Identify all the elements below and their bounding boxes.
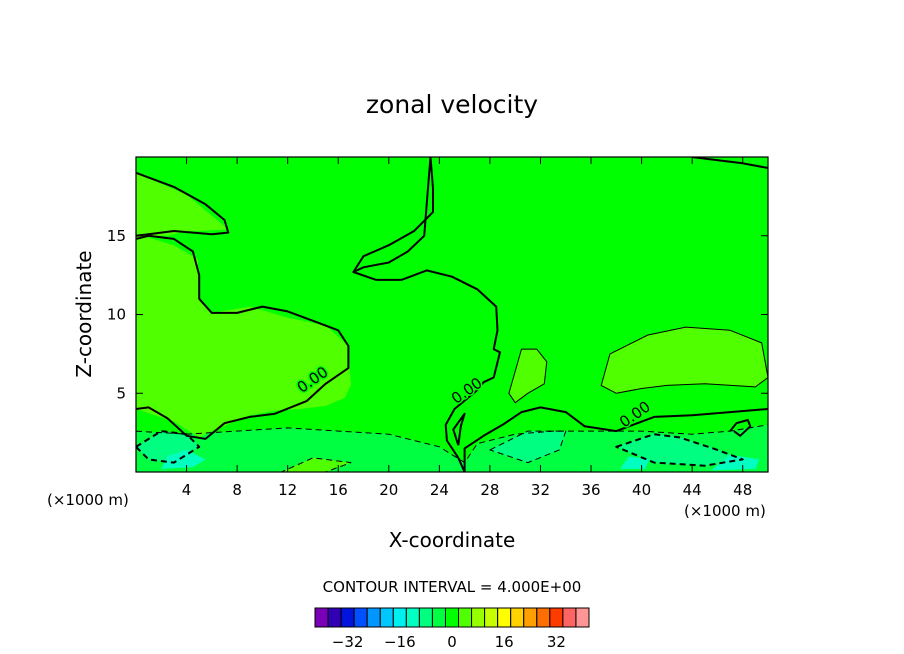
field-region-10 <box>281 457 351 472</box>
colorbar-tick-label-0: −32 <box>332 633 364 651</box>
contour-line-3 <box>353 269 501 472</box>
colorbar-swatch-7 <box>405 607 420 628</box>
y-tick-label-0: 5 <box>116 384 126 402</box>
x-tick-label-8: 36 <box>581 481 600 499</box>
x-unit-right: (×1000 m) <box>684 502 766 520</box>
field-region-1 <box>136 172 351 438</box>
contour-line-4 <box>452 412 466 446</box>
y-tick-label-1: 10 <box>107 306 126 324</box>
colorbar-swatch-1 <box>327 607 342 628</box>
field-region-7 <box>161 449 206 469</box>
colorbar-swatch-14 <box>497 607 512 628</box>
y-axis-label: Z-coordinate <box>72 250 96 377</box>
contour-line-12 <box>615 433 744 467</box>
colorbar-swatch-5 <box>379 607 394 628</box>
y-axis-ticks: 5 10 15 <box>107 227 768 402</box>
contour-line-11 <box>136 430 201 464</box>
colorbar-swatch-15 <box>510 607 525 628</box>
field-region-8 <box>711 454 760 471</box>
colorbar-swatch-11 <box>458 607 473 628</box>
contour-line-14 <box>280 457 352 472</box>
colorbar-swatch-19 <box>562 607 577 628</box>
field-region-0 <box>136 424 768 472</box>
field-region-2 <box>508 349 547 403</box>
x-tick-label-7: 32 <box>531 481 550 499</box>
contour-line-6 <box>729 419 752 437</box>
colorbar-swatch-16 <box>523 607 538 628</box>
x-tick-label-2: 12 <box>278 481 297 499</box>
colorbar-tick-label-4: 32 <box>547 633 566 651</box>
x-tick-label-6: 28 <box>480 481 499 499</box>
colorbar <box>314 607 590 628</box>
contour-line-0 <box>136 171 230 237</box>
colorbar-swatch-8 <box>418 607 433 628</box>
colorbar-swatch-6 <box>392 607 407 628</box>
colorbar-swatch-3 <box>353 607 368 628</box>
contour-line-5 <box>463 406 768 472</box>
colorbar-swatch-10 <box>444 607 460 628</box>
colorbar-swatch-4 <box>366 607 381 628</box>
colorbar-swatch-9 <box>431 607 446 628</box>
contour-line-layer <box>136 157 768 472</box>
contour-line-7 <box>692 157 768 169</box>
colorbar-tick-label-1: −16 <box>384 633 416 651</box>
colorbar-swatch-20 <box>575 607 590 628</box>
colorbar-tick-labels: −32 −16 0 16 32 <box>332 633 566 651</box>
field-region-6 <box>616 434 743 466</box>
x-axis-label: X-coordinate <box>389 528 516 552</box>
contour-line-8 <box>508 348 548 404</box>
colorbar-swatch-13 <box>484 607 499 628</box>
colorbar-swatch-18 <box>549 607 564 628</box>
chart-title: zonal velocity <box>366 90 538 119</box>
colorbar-swatch-17 <box>536 607 551 628</box>
x-tick-label-0: 4 <box>182 481 192 499</box>
x-tick-label-3: 16 <box>329 481 348 499</box>
x-tick-label-4: 20 <box>379 481 398 499</box>
contour-line-13 <box>489 430 567 464</box>
x-unit-left: (×1000 m) <box>47 491 129 509</box>
colorbar-tick-label-2: 0 <box>447 633 457 651</box>
x-tick-label-9: 40 <box>632 481 651 499</box>
colorbar-swatch-2 <box>340 607 355 628</box>
y-tick-label-2: 15 <box>107 227 126 245</box>
field-region-3 <box>601 327 768 394</box>
x-tick-label-10: 44 <box>683 481 702 499</box>
colorbar-swatch-0 <box>314 607 329 628</box>
x-tick-label-5: 24 <box>430 481 449 499</box>
contour-interval-text: CONTOUR INTERVAL = 4.000E+00 <box>323 578 582 596</box>
contour-line-1 <box>136 234 350 440</box>
contour-line-9 <box>600 326 768 394</box>
colorbar-swatch-12 <box>471 607 486 628</box>
x-tick-label-11: 48 <box>733 481 752 499</box>
contour-fill-layer <box>136 157 768 472</box>
colorbar-tick-label-3: 16 <box>495 633 514 651</box>
x-axis-ticks: 4 8 12 16 20 24 28 32 36 40 44 48 <box>182 157 752 499</box>
x-tick-label-1: 8 <box>232 481 242 499</box>
